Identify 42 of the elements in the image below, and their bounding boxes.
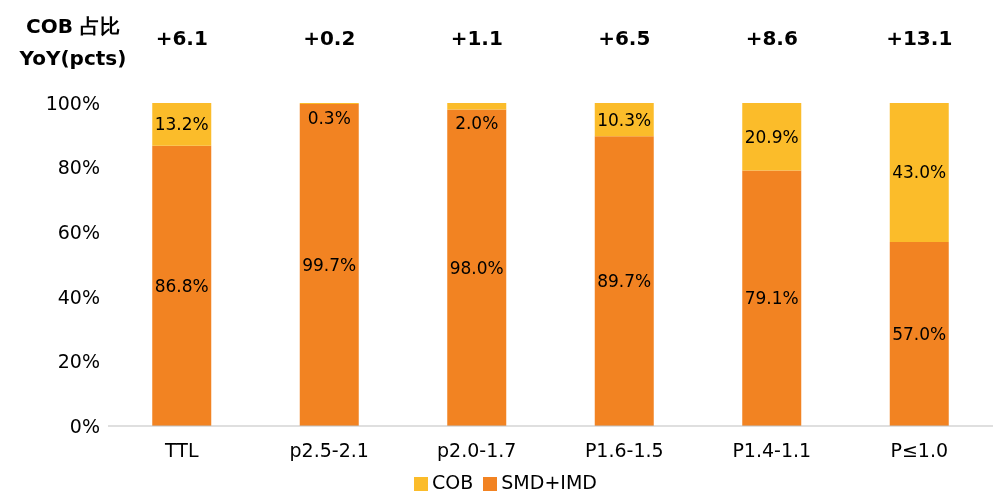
y-tick-label: 60% — [57, 220, 100, 243]
bar — [889, 103, 949, 242]
data-label: 0.3% — [307, 107, 351, 128]
x-tick-label: p2.5-2.1 — [289, 439, 369, 462]
x-tick-label: p2.0-1.7 — [437, 439, 517, 462]
x-tick-label: P≤1.0 — [890, 439, 949, 462]
text: +6.5 — [597, 26, 652, 50]
y-tick-label: 20% — [57, 350, 100, 373]
data-label: 98.0% — [449, 257, 504, 278]
y-tick-label: 0% — [69, 414, 100, 437]
bar — [152, 145, 212, 426]
y-tick-label: 40% — [57, 285, 100, 308]
bar — [299, 103, 359, 426]
data-label: 13.2% — [154, 114, 209, 135]
text: +0.2 — [302, 26, 357, 50]
data-label: 79.1% — [744, 288, 799, 309]
text: +1.1 — [449, 26, 504, 50]
bar — [594, 136, 654, 426]
data-label: 99.7% — [302, 254, 357, 275]
text: +13.1 — [885, 26, 954, 50]
data-label: 10.3% — [597, 109, 652, 130]
y-tick-label: 80% — [57, 156, 100, 179]
data-label: 43.0% — [892, 162, 947, 183]
bar — [447, 103, 507, 110]
data-label: 2.0% — [455, 113, 499, 134]
data-label: 20.9% — [744, 126, 799, 147]
data-label: 57.0% — [892, 323, 947, 344]
x-tick-label: TTL — [164, 439, 199, 462]
data-label: 86.8% — [154, 275, 209, 296]
legend-label: SMD+IMD — [501, 471, 597, 493]
text: +8.6 — [744, 26, 799, 50]
bar — [742, 103, 802, 171]
text: +6.1 — [155, 26, 208, 50]
bar — [447, 109, 507, 426]
y-tick-label: 100% — [45, 91, 100, 114]
bar — [742, 170, 802, 426]
legend-label: COB — [432, 471, 474, 493]
x-tick-label: P1.4-1.1 — [732, 439, 812, 462]
text: COB 占比 YoY(pcts) — [18, 13, 128, 72]
data-label: 89.7% — [597, 271, 652, 292]
x-tick-label: P1.6-1.5 — [584, 439, 664, 462]
bar — [889, 241, 949, 426]
